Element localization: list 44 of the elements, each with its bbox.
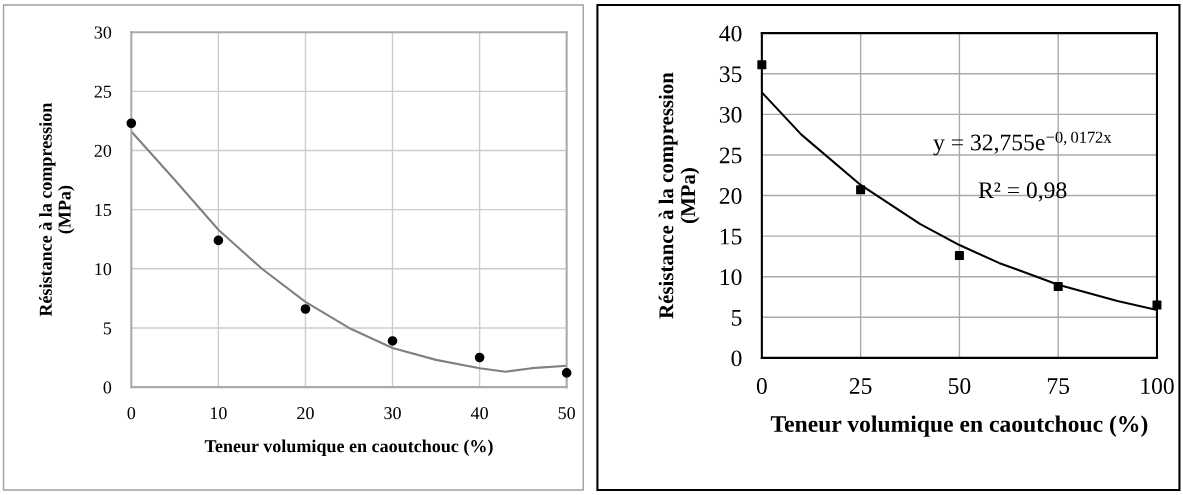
y-tick-label: 10 [95,263,112,276]
y-tick-label: 15 [720,228,742,245]
x-tick-label: 20 [297,407,314,420]
point [300,304,311,314]
y-axis-title: Résistance à la compression (MPa) [658,72,700,319]
y-tick-label: 5 [103,322,112,335]
x-tick-label: 10 [210,407,227,420]
y-tick-label: 15 [95,203,112,217]
x-tick-label: 40 [470,407,488,420]
x-axis-title: Teneur volumique en caoutchouc (%) [770,415,1148,437]
x-tick-label: 100 [1141,378,1174,394]
y-tick-label: 30 [719,106,742,123]
annotation: y = 32,755e$^{−0,0172x}$ [933,131,1112,156]
y-tick-label: 0 [731,350,742,367]
x-axis-title: Teneur volumique en caoutchouc (%) [204,439,493,456]
y-tick-label: 35 [719,66,742,83]
x-tick-label: 0 [127,407,136,420]
y-tick-label: 10 [720,269,742,286]
point [126,118,137,129]
point [213,235,224,246]
annotation: R² = 0,98 [978,182,1067,202]
y-tick-label: 25 [94,85,112,98]
point [1053,281,1063,291]
x-tick-label: 50 [558,407,575,420]
point [856,185,866,195]
y-tick-label: 20 [719,188,742,204]
x-tick-label: 25 [849,378,872,394]
point [757,60,767,70]
x-tick-label: 75 [1047,378,1070,394]
y-tick-label: 20 [94,144,112,157]
point [387,336,398,346]
y-tick-label: 25 [719,147,742,164]
line-series [131,130,567,373]
point [561,368,572,378]
y-tick-label: 5 [731,310,742,326]
point [1152,300,1162,310]
x-tick-label: 0 [756,378,767,394]
point [954,251,964,261]
x-tick-label: 50 [948,378,971,394]
y-tick-label: 40 [719,25,742,42]
point [474,352,485,363]
y-axis-title: Résistance à la compression (MPa) [39,103,75,317]
x-tick-label: 30 [384,407,401,420]
y-tick-label: 30 [94,26,112,39]
